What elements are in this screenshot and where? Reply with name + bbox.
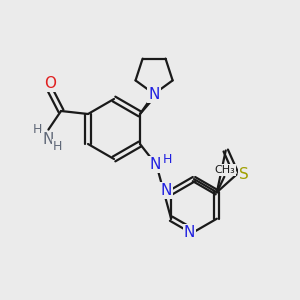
Text: CH₃: CH₃: [214, 165, 235, 175]
Text: S: S: [239, 167, 249, 182]
Text: H: H: [33, 122, 43, 136]
Text: N: N: [184, 225, 195, 240]
Text: H: H: [163, 153, 172, 166]
Text: N: N: [161, 183, 172, 198]
Text: H: H: [53, 140, 62, 154]
Text: N: N: [42, 132, 53, 147]
Text: N: N: [149, 157, 161, 172]
Text: N: N: [148, 87, 160, 102]
Text: O: O: [44, 76, 56, 91]
